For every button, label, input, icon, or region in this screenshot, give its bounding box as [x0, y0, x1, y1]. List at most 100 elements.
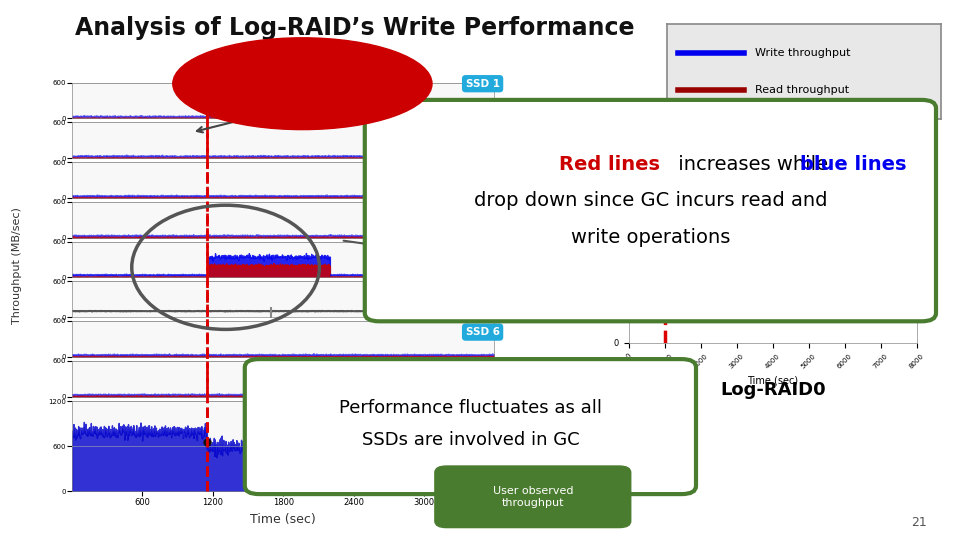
Point [659, 215, 674, 224]
Point [782, 190, 798, 199]
Point [663, 217, 679, 226]
Point [805, 185, 821, 193]
Point [683, 214, 698, 222]
Point [716, 188, 732, 197]
Point [862, 211, 877, 220]
Point [871, 204, 886, 213]
Point [853, 230, 869, 238]
Point [784, 186, 800, 194]
Point [896, 213, 911, 222]
Point [852, 222, 867, 231]
Point [790, 198, 805, 207]
Point [802, 209, 817, 218]
Point [757, 222, 773, 231]
Point [827, 200, 842, 209]
Point [759, 200, 775, 209]
Point [716, 233, 732, 242]
Point [700, 196, 715, 205]
Point [827, 227, 842, 236]
Point [685, 214, 701, 222]
Point [715, 228, 731, 237]
Point [665, 195, 681, 204]
Point [883, 222, 899, 231]
Point [677, 204, 692, 212]
Point [750, 205, 765, 213]
Point [828, 197, 843, 205]
Text: Read throughput: Read throughput [755, 85, 849, 96]
Point [743, 221, 758, 230]
Point [803, 228, 818, 237]
Point [876, 217, 892, 225]
Point [762, 220, 778, 229]
Point [750, 192, 765, 200]
Point [660, 215, 675, 224]
Point [746, 186, 761, 194]
Point [817, 202, 832, 211]
Point [709, 233, 725, 242]
Point [810, 186, 826, 194]
Point [835, 189, 851, 198]
Point [903, 235, 919, 244]
Point [872, 217, 887, 225]
Point [665, 192, 681, 200]
Point [721, 208, 736, 217]
Point [905, 234, 921, 243]
Point [863, 231, 878, 239]
Point [688, 195, 704, 204]
Point [725, 232, 740, 240]
Point [701, 199, 716, 207]
Point [682, 185, 697, 194]
Point [780, 227, 796, 235]
Point [767, 190, 782, 199]
Point [859, 200, 875, 209]
Point [754, 203, 769, 212]
Point [888, 191, 903, 199]
Point [889, 238, 904, 247]
Point [741, 237, 756, 246]
Point [732, 215, 747, 224]
Point [908, 240, 924, 249]
Point [868, 201, 883, 210]
Point [800, 192, 815, 201]
Point [869, 208, 884, 217]
Point [861, 216, 876, 225]
Point [778, 201, 793, 210]
Point [726, 235, 741, 244]
Point [906, 234, 922, 242]
Point [702, 185, 717, 193]
Point [665, 187, 681, 196]
Point [864, 233, 879, 241]
Point [770, 198, 785, 206]
Point [811, 224, 827, 233]
Point [785, 218, 801, 226]
Point [837, 202, 852, 211]
Point [862, 219, 877, 228]
Point [683, 228, 698, 237]
Point [855, 192, 871, 201]
Point [769, 240, 784, 249]
Point [879, 201, 895, 210]
Point [724, 197, 739, 205]
Point [819, 224, 834, 233]
Point [667, 239, 683, 248]
Point [782, 191, 798, 199]
Point [687, 221, 703, 230]
Point [841, 210, 856, 219]
Point [900, 200, 916, 209]
Point [700, 220, 715, 229]
Point [776, 208, 791, 217]
Point [838, 189, 853, 198]
Point [823, 237, 838, 246]
Point [875, 219, 890, 227]
Point [876, 218, 891, 226]
Point [763, 205, 779, 213]
Point [857, 232, 873, 241]
Point [757, 191, 773, 199]
Point [829, 206, 845, 214]
Point [830, 237, 846, 246]
Point [682, 224, 697, 233]
Point [874, 227, 889, 236]
Point [881, 187, 897, 195]
Point [804, 219, 819, 228]
Point [844, 188, 859, 197]
